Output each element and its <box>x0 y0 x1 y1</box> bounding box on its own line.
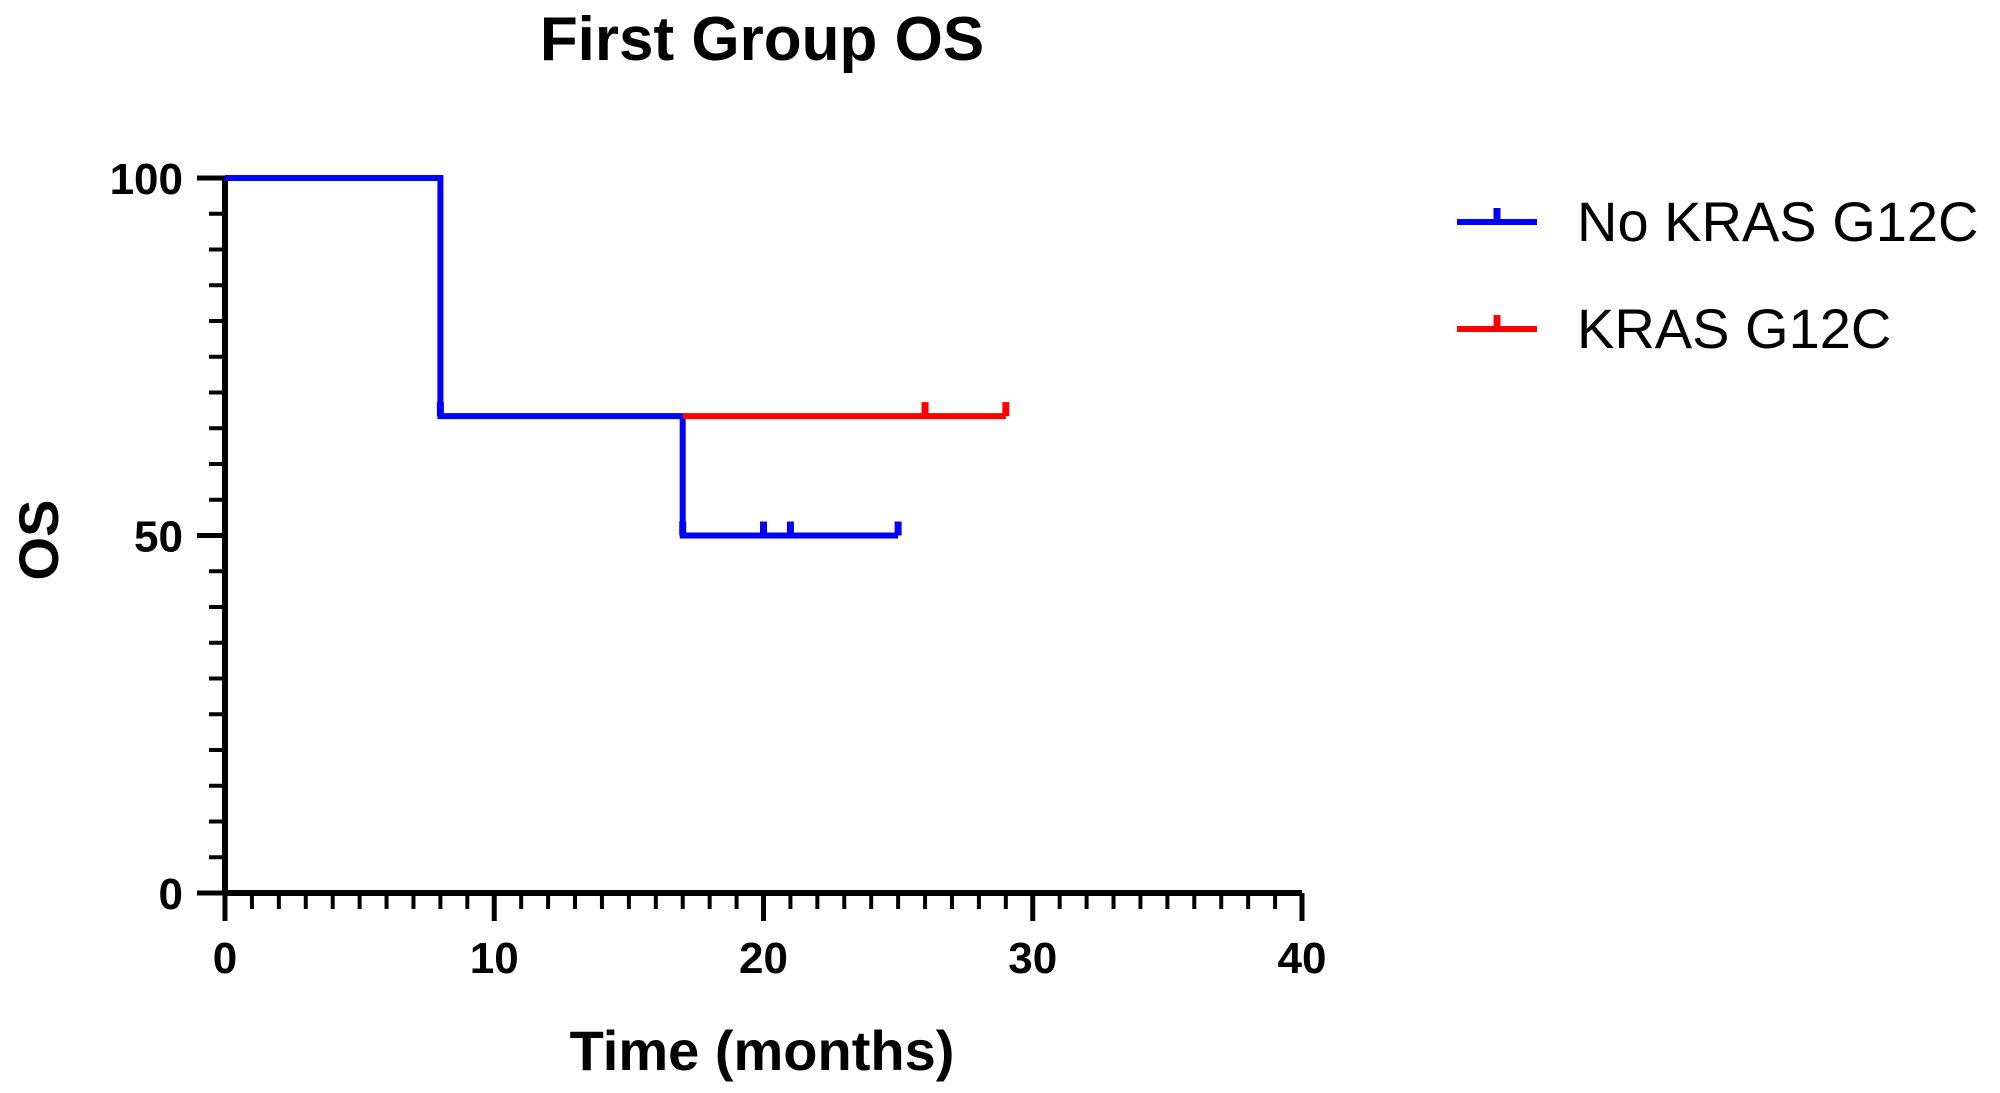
x-tick-label: 40 <box>1278 934 1327 983</box>
y-tick-label: 100 <box>110 155 183 204</box>
series-0 <box>225 175 902 539</box>
x-tick-label: 20 <box>739 934 788 983</box>
x-tick-label: 10 <box>470 934 519 983</box>
y-axis-label: OS <box>7 500 70 581</box>
legend-item-1: KRAS G12C <box>1457 297 1891 360</box>
x-axis-label: Time (months) <box>570 1019 955 1082</box>
series-1 <box>682 402 1010 420</box>
legend: No KRAS G12C KRAS G12C <box>1457 190 1979 360</box>
chart-title: First Group OS <box>540 5 984 74</box>
legend-item-0: No KRAS G12C <box>1457 190 1979 253</box>
x-axis-ticks: 0 10 20 30 40 <box>213 893 1327 983</box>
series-layer <box>225 175 1010 539</box>
survival-curve <box>225 175 899 539</box>
y-axis-ticks: 0 50 100 <box>110 155 225 919</box>
y-tick-label: 0 <box>159 870 183 919</box>
y-tick-label: 50 <box>134 513 183 562</box>
x-tick-label: 30 <box>1008 934 1057 983</box>
legend-label: No KRAS G12C <box>1577 190 1979 253</box>
x-tick-label: 0 <box>213 934 237 983</box>
legend-label: KRAS G12C <box>1577 297 1891 360</box>
